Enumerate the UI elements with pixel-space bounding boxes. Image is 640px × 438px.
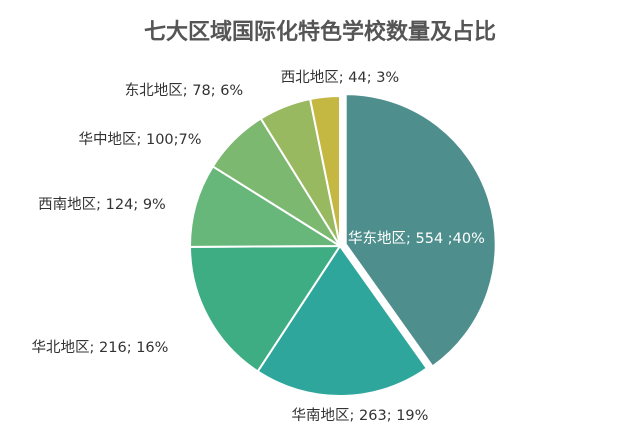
- slice-label-5: 华中地区; 100;7%: [78, 131, 201, 148]
- pie-slice-2: [256, 244, 429, 397]
- slice-label-1: 华东地区; 554 ;40%: [348, 230, 485, 247]
- slice-label-4: 西南地区; 124; 9%: [38, 196, 166, 213]
- pie-slice-7: [308, 94, 341, 247]
- slice-label-6: 东北地区; 78; 6%: [125, 82, 243, 99]
- slice-label-7: 西北地区; 44; 3%: [281, 69, 399, 86]
- pie-slice-3: [188, 244, 342, 373]
- pie-slice-1: [344, 93, 497, 368]
- pie-slice-4: [189, 165, 344, 248]
- slice-label-3: 华北地区; 216; 16%: [32, 339, 169, 356]
- slice-label-2: 华南地区; 263; 19%: [292, 407, 429, 424]
- chart-title: 七大区域国际化特色学校数量及占比: [143, 20, 496, 45]
